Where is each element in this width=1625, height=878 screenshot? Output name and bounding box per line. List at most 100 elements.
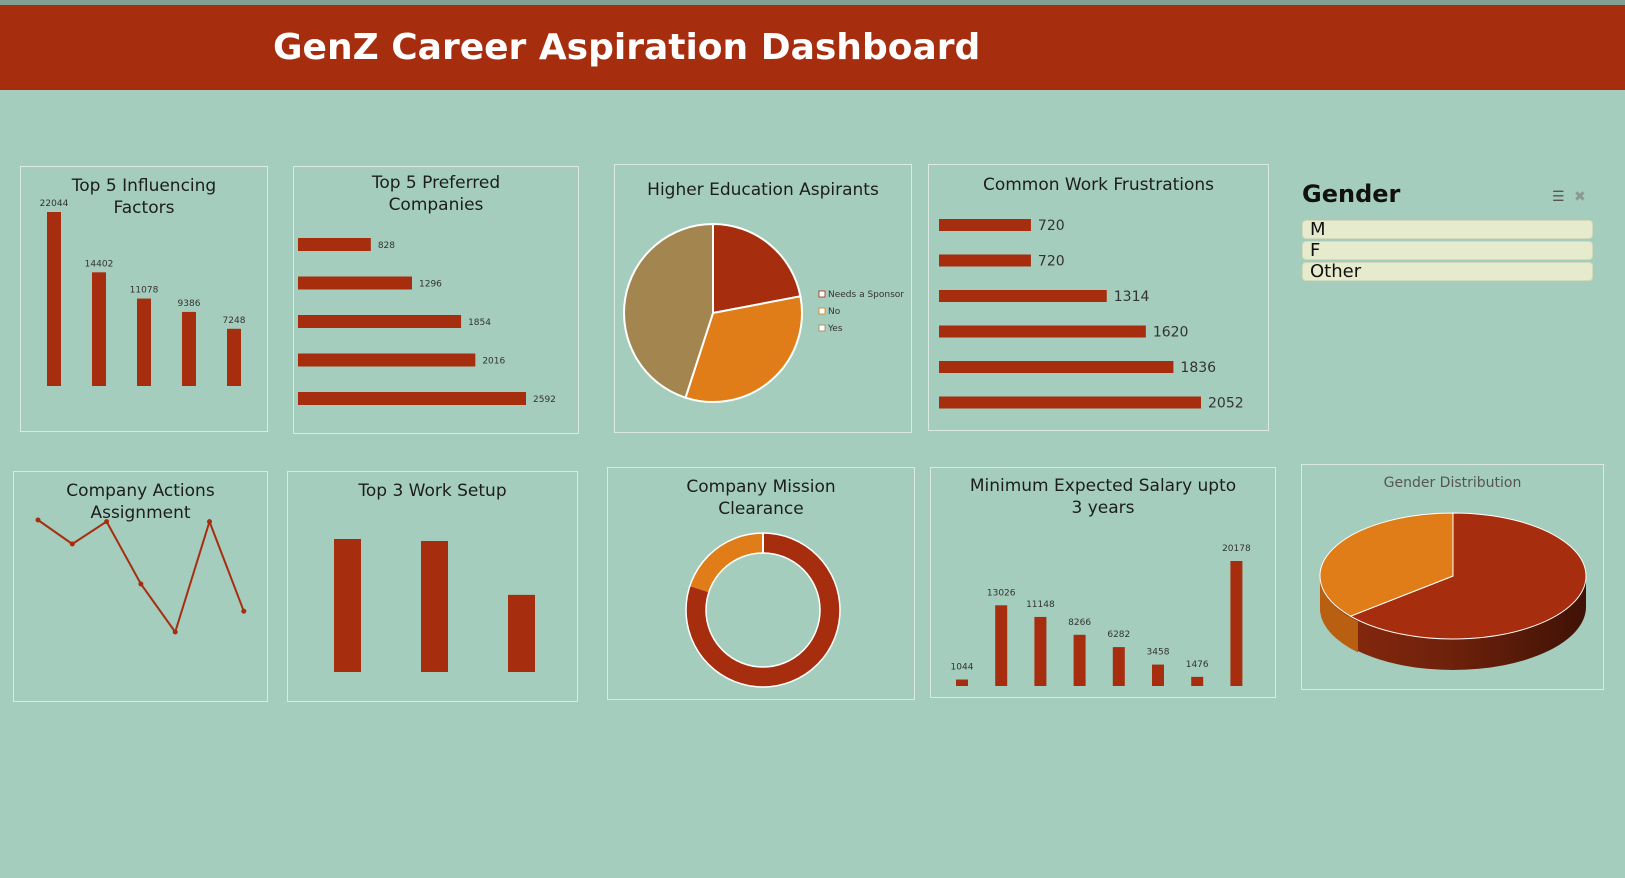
influencing-factors-panel[interactable]: Top 5 Influencing Factors 22044 14402 1107… [20, 166, 268, 432]
data-point [35, 517, 41, 523]
data-label: 2016 [482, 357, 505, 367]
slicer-title: Gender [1302, 180, 1401, 208]
legend-swatch [818, 307, 826, 315]
dashboard-title: GenZ Career Aspiration Dashboard [273, 27, 981, 68]
bar [334, 539, 361, 672]
bar [298, 353, 476, 367]
chart-title: Minimum Expected Salary upto 3 years [931, 475, 1275, 519]
company-actions-panel[interactable]: Company Actions Assignment [13, 471, 268, 702]
clear-filter-icon[interactable]: ✖ [1574, 188, 1586, 204]
gender-distribution-panel[interactable]: Gender Distribution [1301, 464, 1604, 690]
data-label: 22044 [40, 199, 69, 209]
data-point [241, 608, 247, 614]
bar [1230, 561, 1243, 686]
pie-slice [623, 222, 714, 399]
chart-title-line: Company Actions [66, 481, 215, 501]
bar [298, 315, 462, 328]
legend-swatch [818, 290, 826, 298]
bar [182, 311, 196, 386]
data-label: 1620 [1153, 325, 1189, 341]
chart-title-line: Companies [388, 195, 484, 215]
pie-side [1320, 576, 1586, 670]
chart-title-line: Clearance [718, 499, 804, 519]
chart-title: Common Work Frustrations [929, 174, 1268, 196]
bar [298, 238, 371, 251]
data-label: 1044 [951, 663, 974, 673]
bar [92, 272, 106, 386]
bar [508, 594, 535, 672]
chart-title-line: Top 3 Work Setup [358, 481, 507, 501]
bar [137, 298, 151, 386]
bar [939, 361, 1174, 373]
pie-slice [684, 295, 803, 403]
work-frustrations-chart: 720 720 1314 1620 1836 2052 [939, 218, 1244, 412]
data-point [69, 541, 75, 547]
data-label: 8266 [1068, 618, 1091, 628]
data-point [207, 519, 212, 525]
gender-slicer[interactable]: Gender ☰ ✖ M F Other [1300, 178, 1595, 288]
slicer-item-m[interactable]: M [1302, 220, 1593, 239]
bar [227, 328, 241, 386]
slicer-item-other[interactable]: Other [1302, 262, 1593, 281]
data-point [104, 519, 110, 525]
bar [1191, 676, 1204, 686]
chart-title: Company Mission Clearance [608, 476, 914, 520]
data-label: 7248 [223, 316, 246, 326]
data-label: 720 [1038, 254, 1065, 270]
bar [939, 325, 1146, 338]
higher-education-panel[interactable]: Higher Education Aspirants Needs a Spons… [614, 164, 912, 433]
slicer-item-f[interactable]: F [1302, 241, 1593, 260]
bar [939, 254, 1031, 267]
chart-title-line: Top 5 Preferred [371, 173, 501, 193]
series-line [37, 518, 245, 635]
chart-title: Gender Distribution [1302, 472, 1603, 494]
bar [298, 392, 526, 405]
data-label: 1854 [468, 318, 491, 328]
higher-education-chart: Needs a Sponsor No Yes [623, 222, 904, 403]
data-label: 2052 [1208, 396, 1244, 412]
bar [298, 276, 412, 290]
pie-side [1319, 576, 1358, 653]
chart-title: Top 5 Influencing Factors [21, 175, 267, 219]
top-border [0, 0, 1625, 5]
preferred-companies-panel[interactable]: Top 5 Preferred Companies 828 1296 1854 201… [293, 166, 579, 434]
pie-slice [1349, 512, 1587, 640]
multi-select-icon[interactable]: ☰ [1552, 188, 1565, 204]
bar [47, 212, 61, 386]
data-point [172, 629, 178, 635]
chart-title-line: Minimum Expected Salary upto [969, 476, 1237, 496]
bar [995, 605, 1008, 686]
pie-slice [1319, 512, 1454, 617]
data-point [138, 581, 144, 587]
chart-title-line: Higher Education Aspirants [647, 180, 879, 200]
donut-outline [705, 552, 821, 668]
mission-clearance-panel[interactable]: Company Mission Clearance [607, 467, 915, 700]
header-banner: GenZ Career Aspiration Dashboard [0, 5, 1625, 90]
expected-salary-panel[interactable]: Minimum Expected Salary upto 3 years 104… [930, 467, 1276, 698]
chart-title: Top 5 Preferred Companies [294, 172, 578, 216]
bar [1073, 634, 1086, 686]
chart-title-line: Gender Distribution [1383, 475, 1522, 491]
bar [1152, 664, 1164, 686]
gender-distribution-chart [1319, 512, 1587, 670]
mission-clearance-chart [685, 532, 841, 688]
bar [939, 290, 1107, 302]
work-frustrations-panel[interactable]: Common Work Frustrations 720 720 1314 1620 1… [928, 164, 1269, 431]
work-setup-panel[interactable]: Top 3 Work Setup [287, 471, 578, 702]
data-label: 1296 [419, 280, 442, 290]
bar [421, 540, 448, 672]
chart-title-line: 3 years [1071, 498, 1135, 518]
data-label: 1476 [1186, 660, 1209, 670]
chart-title: Company Actions Assignment [14, 480, 267, 524]
data-label: 11078 [130, 286, 159, 296]
data-label: 720 [1038, 218, 1065, 234]
bar [956, 679, 968, 686]
legend-swatch [818, 324, 826, 332]
legend-entry: No [828, 307, 841, 317]
influencing-factors-chart: 22044 14402 11078 9386 7248 [40, 199, 246, 386]
bar [939, 219, 1031, 231]
data-label: 828 [378, 241, 395, 251]
company-actions-chart [35, 517, 247, 635]
chart-title-line: Assignment [90, 503, 191, 523]
chart-title-line: Company Mission [686, 477, 836, 497]
